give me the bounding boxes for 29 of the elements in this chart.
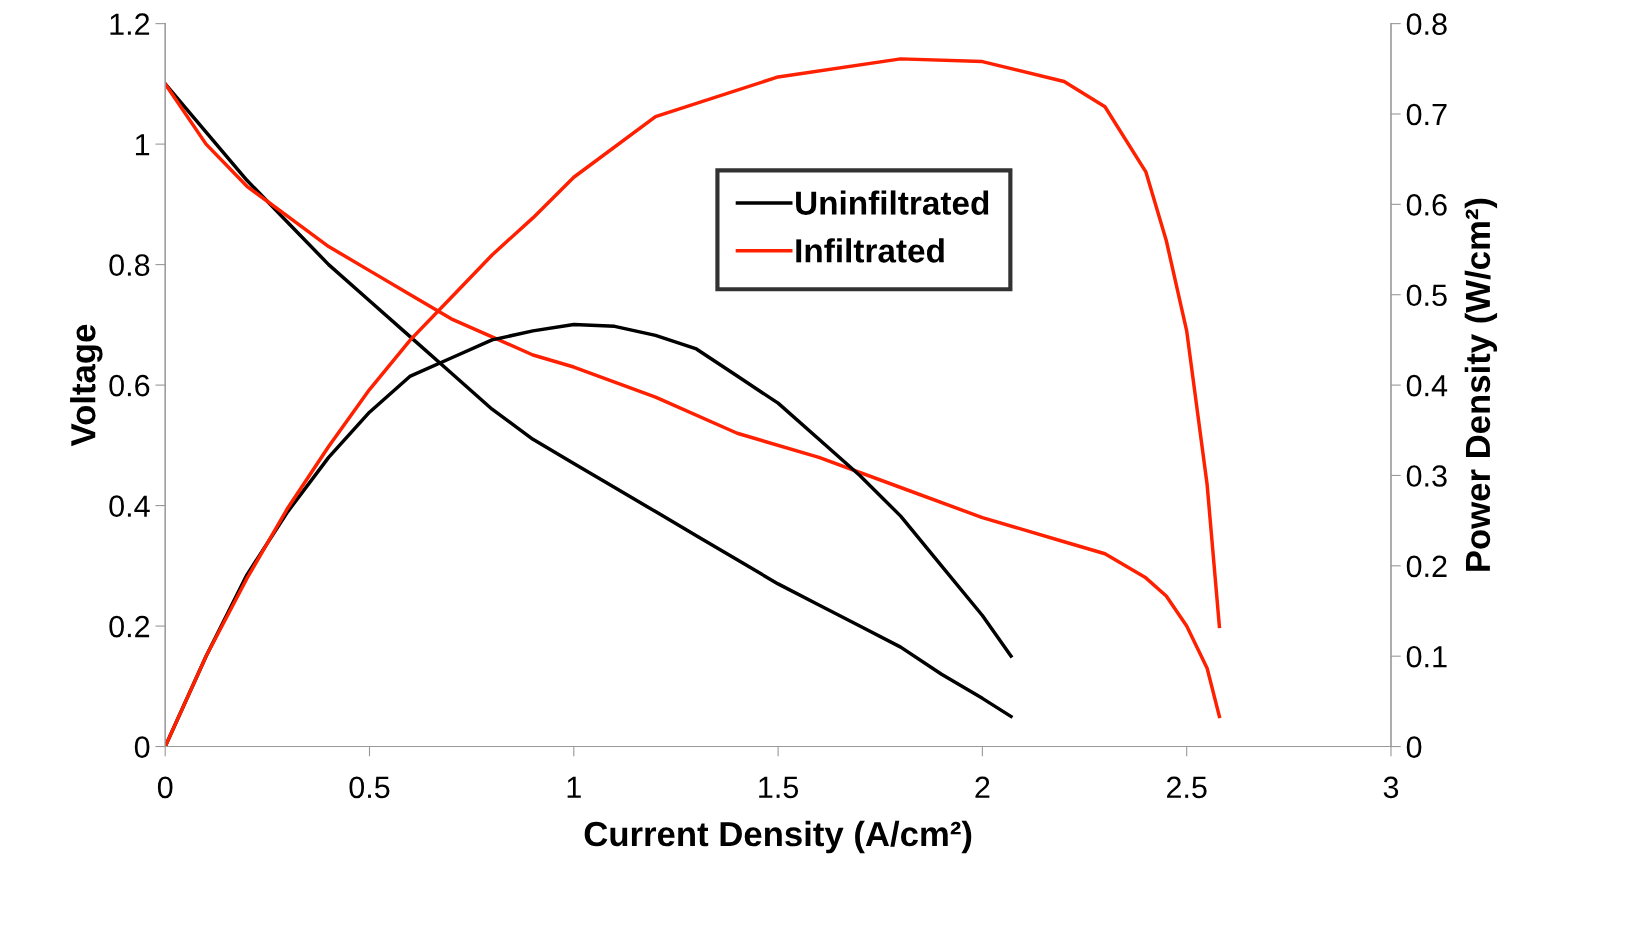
y-tick-label: 0.4 [109,495,150,517]
y-tick-label: 0.2 [109,615,150,638]
legend-label: Uninfiltrated [796,190,989,215]
x-tick-label: 3 [1383,776,1399,799]
y-tick-label: 1 [135,134,150,156]
y2-axis-title: Power Density (W/cm²) [1464,198,1498,571]
y2-tick-label: 0.6 [1406,194,1447,216]
x-tick-label: 0.5 [349,776,390,799]
y-axis-title: Voltage [70,324,103,447]
y2-tick-label: 0.5 [1406,284,1447,307]
y2-tick-label: 0.2 [1406,555,1447,578]
y2-tick-label: 0.8 [1406,13,1447,35]
y2-tick-label: 0.4 [1406,374,1448,397]
y2-tick-label: 0.7 [1406,103,1447,126]
y2-tick-label: 0.3 [1406,465,1447,487]
y-tick-label: 0.6 [109,374,150,397]
x-tick-label: 1.5 [759,776,799,799]
y-tick-label: 0.8 [109,254,150,276]
x-tick-label: 2.5 [1166,776,1207,799]
line-series [165,82,1013,719]
y-tick-label: 0 [134,736,150,758]
y-tick-label: 1.2 [110,13,150,35]
x-tick-label: 1 [567,776,581,798]
y2-tick-label: 0.1 [1406,645,1447,668]
y2-tick-label: 0 [1406,736,1422,758]
x-axis-title: Current Density (A/cm²) [584,820,972,854]
x-tick-label: 0 [157,776,173,799]
x-tick-label: 2 [975,776,990,798]
legend-label: Infiltrated [796,238,944,263]
